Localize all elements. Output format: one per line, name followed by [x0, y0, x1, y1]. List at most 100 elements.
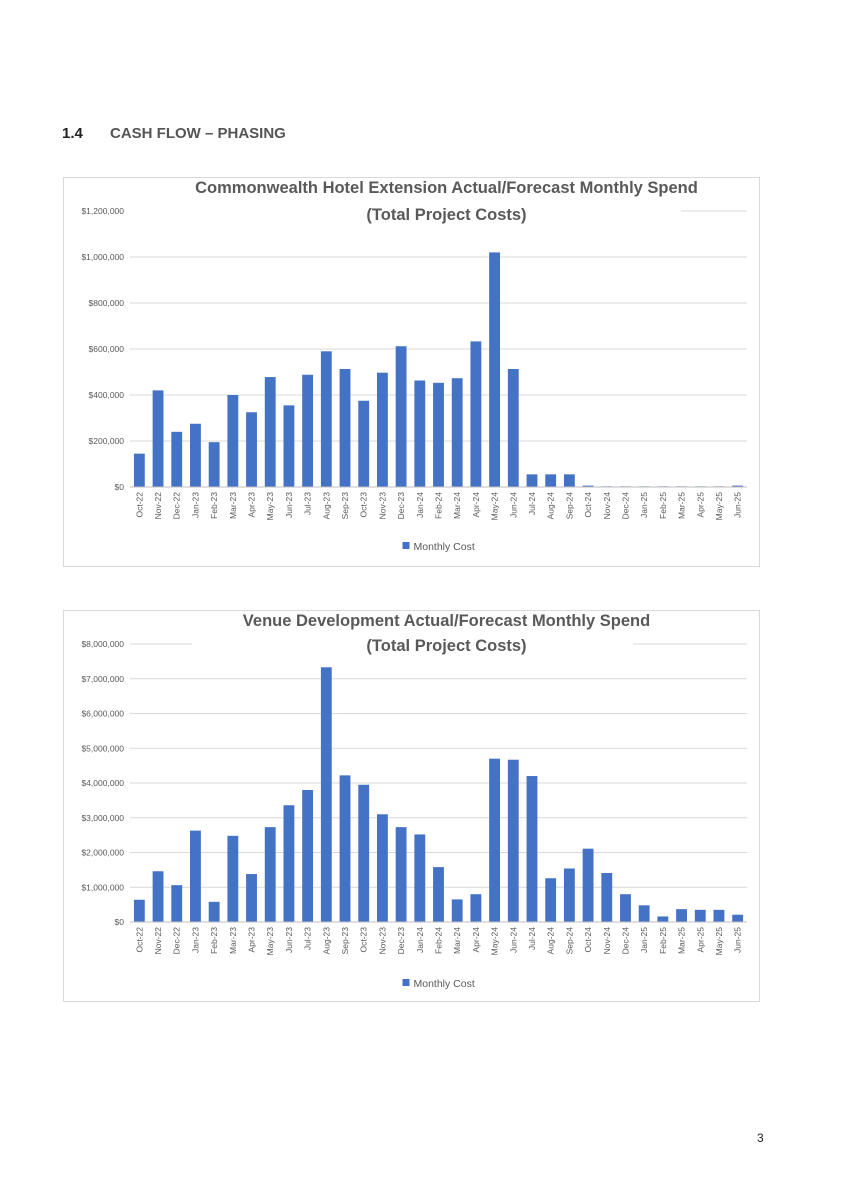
x-tick-label: Jun-25: [733, 927, 743, 953]
bar: [507, 759, 519, 922]
bar: [451, 378, 463, 487]
x-tick-label: Dec-24: [620, 927, 630, 955]
x-tick-label: Feb-24: [434, 492, 444, 519]
bar: [171, 885, 183, 922]
hotel-extension-chart-svg: $0 $200,000 $400,000 $600,000 $800,000 $1,000…: [81, 178, 747, 553]
x-tick-label: May-24: [490, 492, 500, 521]
x-tick-label: Nov-24: [602, 927, 612, 955]
bar: [227, 835, 239, 922]
x-tick-label: Jun-23: [284, 927, 294, 953]
x-tick-label: Oct-22: [134, 492, 144, 518]
venue-development-chart-svg: $0 $1,000,000 $2,000,000 $3,000,000 $4,000,0…: [81, 611, 747, 990]
bar: [246, 874, 257, 922]
x-tick-label: Apr-24: [471, 492, 481, 518]
y-tick-label: $1,000,000: [81, 882, 124, 892]
bar: [433, 867, 444, 922]
bar: [339, 775, 351, 922]
x-tick-label: Apr-24: [471, 927, 481, 953]
bar: [208, 901, 220, 922]
x-tick-label: Feb-25: [658, 927, 668, 954]
bar: [283, 805, 295, 922]
x-tick-label: Nov-23: [377, 492, 387, 520]
bar: [526, 776, 538, 922]
x-tick-label: Dec-22: [172, 927, 182, 955]
bar: [358, 784, 370, 922]
chart-title-line: Commonwealth Hotel Extension Actual/Fore…: [195, 179, 698, 197]
x-tick-label: Mar-23: [228, 927, 238, 954]
y-tick-label: $200,000: [89, 436, 125, 446]
x-tick-label: Jun-25: [733, 492, 743, 518]
y-tick-label: $0: [115, 482, 125, 492]
x-tick-label: May-24: [490, 927, 500, 956]
venue-development-chart: $0 $1,000,000 $2,000,000 $3,000,000 $4,000,0…: [63, 610, 760, 1002]
x-tick-label: Dec-23: [396, 492, 406, 520]
x-tick-label: May-25: [714, 492, 724, 521]
bar: [657, 916, 669, 922]
y-tick-label: $6,000,000: [81, 709, 124, 719]
bar: [563, 474, 575, 487]
bar: [133, 899, 145, 922]
x-tick-label: Oct-23: [359, 927, 369, 953]
bar: [563, 868, 575, 922]
legend-label: Monthly Cost: [414, 978, 475, 990]
x-tick-label: Aug-23: [321, 927, 331, 955]
bar: [620, 894, 631, 922]
bar: [732, 914, 744, 922]
x-tick-label: Jun-23: [284, 492, 294, 518]
bar: [152, 390, 164, 487]
x-tick-label: Mar-25: [677, 492, 687, 519]
y-tick-label: $1,000,000: [81, 252, 124, 262]
bar: [732, 485, 744, 487]
x-tick-label: Mar-23: [228, 492, 238, 519]
x-tick-label: Nov-22: [153, 927, 163, 955]
bar: [470, 341, 482, 487]
bar: [264, 827, 276, 922]
x-tick-label: Nov-23: [377, 927, 387, 955]
y-tick-label: $5,000,000: [81, 743, 124, 753]
x-tick-label: May-23: [265, 492, 275, 521]
hotel-extension-chart: $0 $200,000 $400,000 $600,000 $800,000 $1,000…: [63, 177, 760, 567]
x-tick-label: Feb-24: [434, 927, 444, 954]
bar: [694, 909, 706, 922]
x-tick-label: Nov-24: [602, 492, 612, 520]
bar: [713, 909, 725, 922]
x-tick-label: Jul-23: [303, 492, 313, 515]
x-tick-label: Sep-23: [340, 927, 350, 955]
x-tick-label: May-23: [265, 927, 275, 956]
y-tick-label: $2,000,000: [81, 848, 124, 858]
x-tick-label: Jan-24: [415, 492, 425, 518]
x-tick-label: Oct-24: [583, 492, 593, 518]
section-title: CASH FLOW – PHASING: [110, 125, 286, 142]
bar: [208, 442, 220, 487]
x-tick-label: Jul-24: [527, 927, 537, 950]
section-number: 1.4: [62, 125, 83, 142]
x-tick-label: Oct-24: [583, 927, 593, 953]
bar: [451, 899, 463, 922]
bar: [376, 814, 388, 922]
x-tick-label: Mar-24: [452, 492, 462, 519]
bar: [320, 351, 332, 487]
y-tick-label: $400,000: [89, 390, 125, 400]
x-tick-label: Jan-23: [190, 492, 200, 518]
bar: [283, 405, 295, 487]
x-tick-label: Dec-24: [620, 492, 630, 520]
bar: [264, 377, 276, 487]
bar: [246, 412, 257, 487]
bar: [526, 474, 538, 487]
page-number: 3: [757, 1131, 764, 1145]
x-tick-label: Feb-23: [209, 492, 219, 519]
x-tick-label: Apr-25: [695, 927, 705, 953]
x-tick-label: Aug-23: [321, 492, 331, 520]
x-tick-label: Mar-25: [677, 927, 687, 954]
y-tick-label: $600,000: [89, 344, 125, 354]
x-tick-label: Apr-23: [247, 492, 257, 518]
y-tick-label: $8,000,000: [81, 639, 124, 649]
y-tick-label: $1,200,000: [81, 206, 124, 216]
x-tick-label: Feb-23: [209, 927, 219, 954]
x-tick-label: Jun-24: [508, 927, 518, 953]
x-tick-label: Feb-25: [658, 492, 668, 519]
y-tick-label: $7,000,000: [81, 674, 124, 684]
bar: [339, 369, 351, 487]
x-tick-label: Jan-25: [639, 492, 649, 518]
x-tick-label: Aug-24: [546, 927, 556, 955]
